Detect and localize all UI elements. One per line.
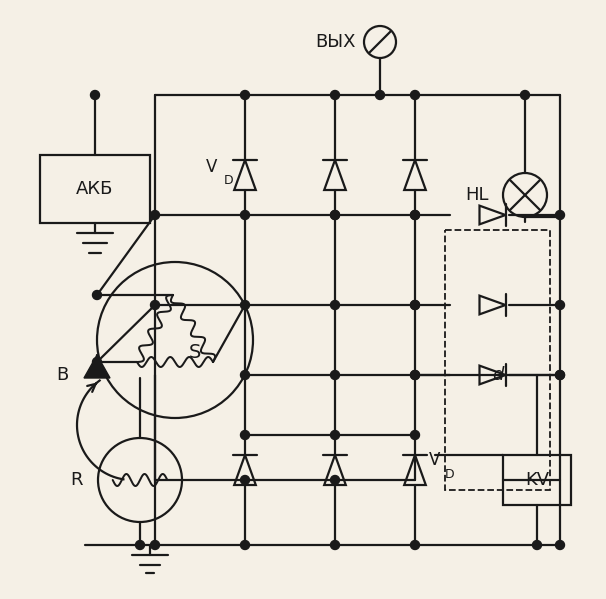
- Circle shape: [410, 301, 419, 310]
- Circle shape: [556, 540, 565, 549]
- Circle shape: [93, 358, 101, 367]
- Circle shape: [330, 210, 339, 219]
- Circle shape: [410, 210, 419, 219]
- Circle shape: [330, 431, 339, 440]
- Text: HL: HL: [465, 186, 488, 204]
- Circle shape: [330, 210, 339, 219]
- Circle shape: [556, 371, 565, 380]
- Text: d: d: [492, 366, 503, 384]
- Circle shape: [410, 540, 419, 549]
- Circle shape: [330, 476, 339, 485]
- Bar: [503, 455, 571, 505]
- Polygon shape: [84, 355, 110, 378]
- Circle shape: [330, 90, 339, 99]
- Circle shape: [136, 540, 144, 549]
- Circle shape: [376, 90, 384, 99]
- Circle shape: [90, 90, 99, 99]
- Circle shape: [150, 210, 159, 219]
- Text: KV: KV: [525, 471, 549, 489]
- Circle shape: [410, 90, 419, 99]
- Circle shape: [241, 301, 250, 310]
- Circle shape: [241, 90, 250, 99]
- Text: В: В: [56, 366, 68, 384]
- Circle shape: [521, 90, 530, 99]
- Circle shape: [556, 210, 565, 219]
- Bar: [445, 230, 550, 490]
- Text: D: D: [445, 468, 454, 482]
- Text: V: V: [429, 451, 441, 469]
- Circle shape: [533, 540, 542, 549]
- Circle shape: [150, 540, 159, 549]
- Circle shape: [241, 210, 250, 219]
- Circle shape: [410, 210, 419, 219]
- Text: D: D: [224, 174, 233, 186]
- Circle shape: [556, 301, 565, 310]
- Text: S: S: [189, 343, 201, 362]
- Circle shape: [410, 371, 419, 380]
- Bar: [40, 155, 150, 223]
- Circle shape: [556, 371, 565, 380]
- Text: V: V: [205, 158, 217, 176]
- Circle shape: [410, 301, 419, 310]
- Circle shape: [241, 431, 250, 440]
- Circle shape: [330, 301, 339, 310]
- Circle shape: [241, 540, 250, 549]
- Circle shape: [410, 431, 419, 440]
- Text: АКБ: АКБ: [76, 180, 114, 198]
- Circle shape: [93, 291, 101, 300]
- Text: R: R: [70, 471, 82, 489]
- Circle shape: [241, 476, 250, 485]
- Circle shape: [410, 371, 419, 380]
- Text: ВЫХ: ВЫХ: [316, 33, 356, 51]
- Circle shape: [241, 371, 250, 380]
- Circle shape: [330, 371, 339, 380]
- Circle shape: [150, 301, 159, 310]
- Circle shape: [330, 540, 339, 549]
